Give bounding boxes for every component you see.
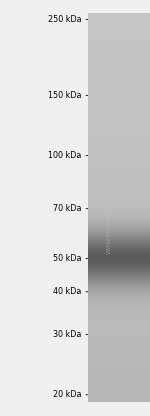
Text: 150 kDa: 150 kDa <box>48 91 82 100</box>
Text: 100 kDa: 100 kDa <box>48 151 82 160</box>
Text: 40 kDa: 40 kDa <box>53 287 82 296</box>
Text: 70 kDa: 70 kDa <box>53 204 82 213</box>
Text: WWW.PTGLAB.COM: WWW.PTGLAB.COM <box>107 196 112 254</box>
Text: 20 kDa: 20 kDa <box>53 390 82 399</box>
Text: 250 kDa: 250 kDa <box>48 15 82 24</box>
Text: 30 kDa: 30 kDa <box>53 330 82 339</box>
Text: 50 kDa: 50 kDa <box>53 254 82 263</box>
